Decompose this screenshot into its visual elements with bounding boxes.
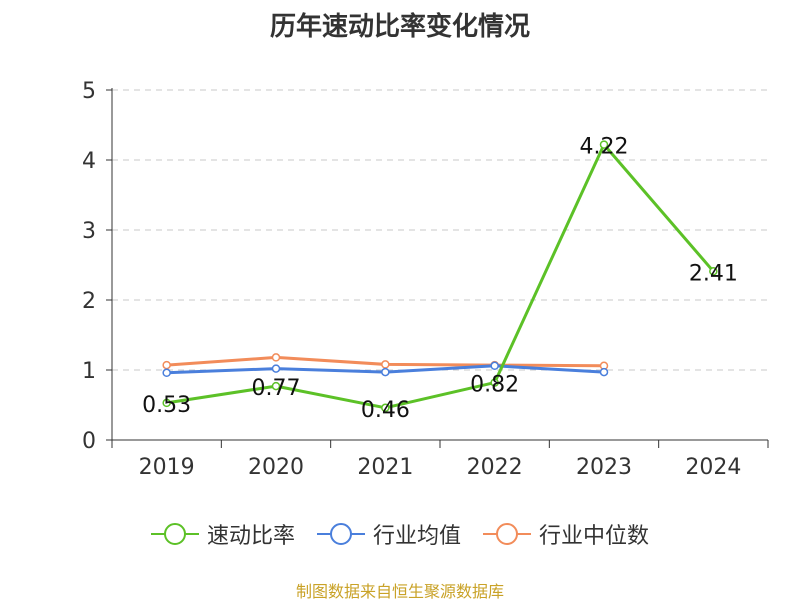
y-tick-label: 3 <box>82 219 96 244</box>
data-point <box>271 381 281 391</box>
y-tick-label: 4 <box>82 149 96 174</box>
data-point <box>162 398 171 408</box>
y-tick-label: 0 <box>82 429 96 454</box>
data-label: 0.77 <box>252 376 301 401</box>
data-point <box>381 403 390 413</box>
x-tick-label: 2024 <box>685 455 741 480</box>
y-tick-label: 1 <box>82 359 96 384</box>
line-chart: 0 1 2 3 4 5 2019 2020 2021 2022 2023 2024 0.53 0.77 0.… <box>82 79 769 480</box>
x-tick-label: 2021 <box>357 455 413 480</box>
legend-item-industry-median[interactable]: 行业中位数 <box>483 518 649 550</box>
chart-title: 历年速动比率变化情况 <box>269 12 530 42</box>
legend-line-icon <box>483 523 531 545</box>
data-label: 0.82 <box>470 373 519 398</box>
y-tick-label: 5 <box>82 79 96 104</box>
data-point <box>381 367 390 377</box>
legend-label: 行业中位数 <box>539 524 650 549</box>
data-label: 0.46 <box>361 398 410 423</box>
legend-label: 速动比率 <box>206 524 295 549</box>
data-point <box>599 140 609 149</box>
data-label: 2.41 <box>689 261 738 286</box>
legend-line-icon <box>316 523 365 545</box>
x-tick-label: 2023 <box>576 455 632 480</box>
data-point <box>162 360 171 370</box>
data-point <box>271 364 281 373</box>
data-point <box>490 361 499 371</box>
legend-line-icon <box>150 523 199 545</box>
data-point <box>381 360 390 369</box>
data-label: 4.22 <box>580 135 629 160</box>
data-label: 0.53 <box>142 393 191 418</box>
data-point <box>490 378 499 387</box>
legend-item-quick-ratio[interactable]: 速动比率 <box>150 518 295 550</box>
y-tick-label: 2 <box>82 289 96 314</box>
data-point <box>599 367 609 377</box>
series-line <box>166 143 715 410</box>
legend: 速动比率 行业均值 行业中位数 <box>0 518 800 550</box>
x-tick-label: 2022 <box>467 455 523 480</box>
x-tick-label: 2020 <box>248 455 304 480</box>
source-note: 制图数据来自恒生聚源数据库 <box>295 582 504 601</box>
x-tick-label: 2019 <box>139 455 195 480</box>
legend-label: 行业均值 <box>372 524 461 549</box>
data-point <box>709 267 718 276</box>
data-point <box>162 368 171 378</box>
legend-item-industry-mean[interactable]: 行业均值 <box>316 518 461 550</box>
data-point <box>271 353 281 362</box>
